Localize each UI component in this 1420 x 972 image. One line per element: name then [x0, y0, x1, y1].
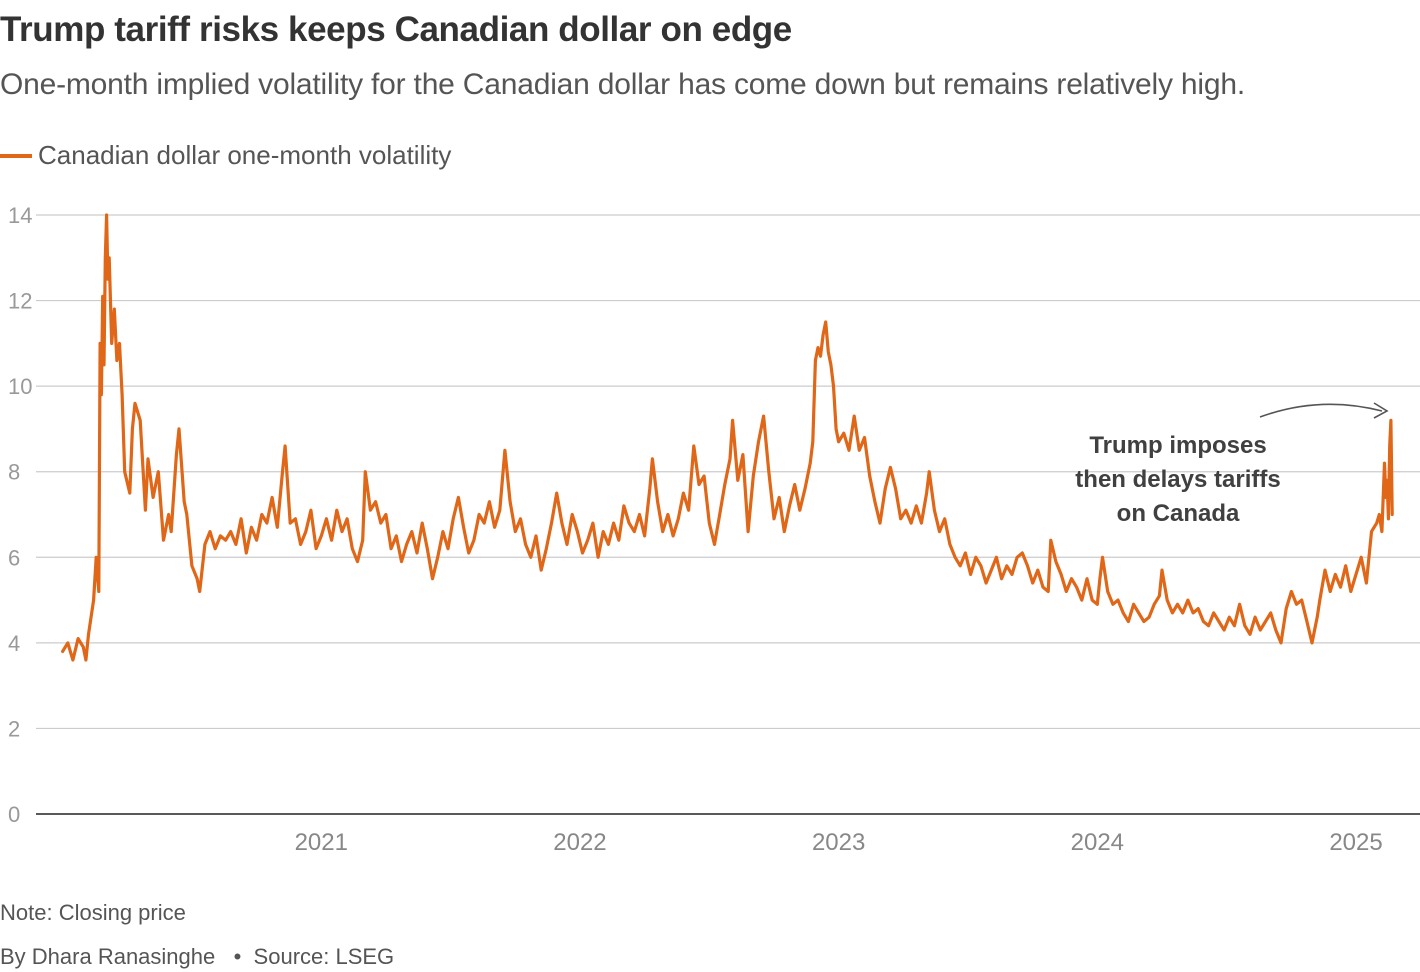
chart-title: Trump tariff risks keeps Canadian dollar…	[0, 10, 792, 49]
annotation-arrowhead	[1373, 402, 1389, 419]
y-tick-label: 6	[8, 545, 20, 570]
footer-byline: By Dhara Ranasinghe • Source: LSEG	[0, 944, 394, 970]
x-tick-label: 2021	[295, 829, 348, 856]
x-tick-label: 2024	[1071, 829, 1124, 856]
legend-swatch	[0, 153, 32, 158]
annotation-line-1: Trump imposes	[1089, 432, 1266, 459]
byline-separator: •	[221, 944, 248, 969]
x-tick-label: 2025	[1329, 829, 1382, 856]
x-axis-labels: 2021 2022 2023 2024 2025	[295, 829, 1383, 856]
y-tick-label: 2	[8, 716, 20, 741]
y-axis-labels: 0 2 4 6 8 10 12 14	[8, 203, 32, 827]
source: Source: LSEG	[253, 944, 395, 969]
y-tick-label: 14	[8, 203, 32, 228]
legend: Canadian dollar one-month volatility	[0, 140, 451, 171]
y-tick-label: 12	[8, 289, 32, 314]
annotation: Trump imposes then delays tariffs on Can…	[1075, 402, 1389, 527]
gridlines	[36, 214, 1420, 730]
y-tick-label: 10	[8, 374, 32, 399]
legend-label: Canadian dollar one-month volatility	[38, 140, 452, 170]
footer-note: Note: Closing price	[0, 900, 186, 925]
volatility-series-line	[61, 213, 1394, 662]
author: By Dhara Ranasinghe	[0, 944, 216, 969]
y-tick-label: 4	[8, 631, 20, 656]
chart-subtitle: One-month implied volatility for the Can…	[0, 68, 1245, 101]
y-tick-label: 0	[8, 802, 20, 827]
annotation-line-2: then delays tariffs	[1075, 466, 1280, 493]
annotation-line-3: on Canada	[1117, 500, 1240, 527]
y-tick-label: 8	[8, 460, 20, 485]
x-tick-label: 2023	[812, 829, 865, 856]
x-tick-label: 2022	[553, 829, 606, 856]
line-chart: 0 2 4 6 8 10 12 14 2021 2022 2023 2024 2025 Trump i…	[8, 203, 1420, 856]
annotation-arrow	[1259, 403, 1383, 418]
